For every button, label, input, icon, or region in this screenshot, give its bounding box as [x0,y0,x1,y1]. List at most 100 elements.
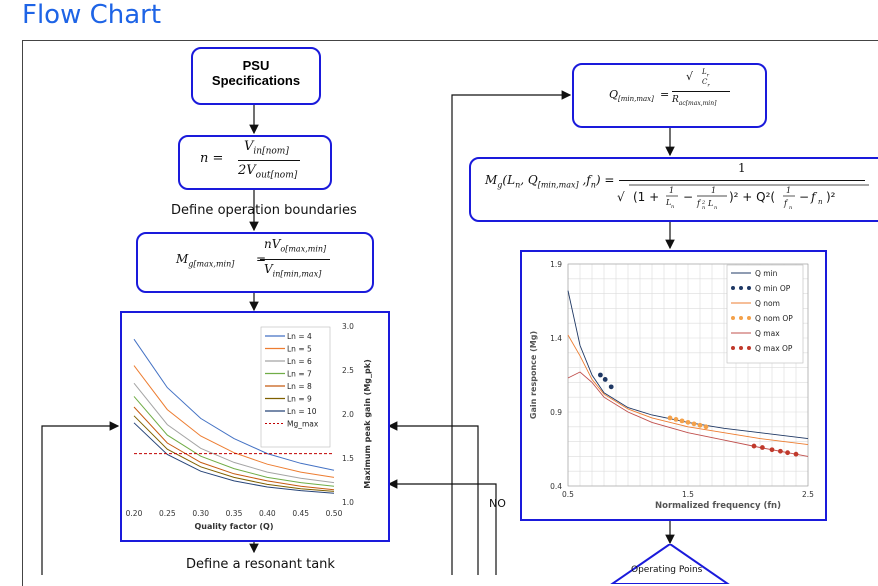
x-tick-label: 2.5 [802,490,814,499]
svg-text:√: √ [617,190,625,204]
x-axis-label: Quality factor (Q) [195,522,274,531]
q-formula-eq: = [660,88,670,101]
legend-swatch [747,286,751,290]
series-point-4 [691,421,697,427]
svg-text:2: 2 [701,200,705,206]
series-point-4 [685,419,691,425]
q-num-c-sub: r [707,82,710,89]
x-tick-label: 0.25 [159,509,176,518]
y-tick-label: 1.9 [550,260,562,269]
legend-swatch [739,346,743,350]
svg-text:−: − [799,190,809,204]
diagram-frame [22,40,878,586]
legend-swatch [731,316,735,320]
gain-formula-num: 1 [738,161,746,175]
svg-text:n: n [671,204,674,210]
legend-swatch [739,316,743,320]
y-tick-label: 0.4 [550,482,562,491]
series-point-6 [751,443,757,449]
series-line-7 [133,422,335,494]
mg-formula-lhs: Mg[max,min] [176,252,234,268]
page-title: Flow Chart [22,0,162,30]
mg-lhs-sub: g[max,min] [188,259,235,269]
legend-box [260,326,331,448]
n-den-sub: out[nom] [255,170,298,181]
svg-text:(1 +: (1 + [633,190,659,204]
y-tick-label: 3.0 [342,322,354,331]
gain-arg-q-sub: [min,max] [537,180,579,190]
y-tick-label: 1.5 [342,454,354,463]
q-formula-den: Rac[max,min] [672,95,716,107]
mg-den-sub: in[min,max] [272,269,322,279]
peak-gain-chart: 0.20 0.25 0.30 0.35 0.40 0.45 0.50 1.0 1.5 2.0 2.5… [126,322,372,531]
q-fraction-bar [672,91,730,92]
peak-gain-chart-frame [120,311,390,542]
turns-ratio-box: n = Vin[nom] 2Vout[nom] [178,135,332,190]
gain-function-box: Mg(Ln, Q[min,max] ,fn) = 1 √ (1 + 1 L n … [469,157,878,222]
series-point-4 [673,417,679,422]
gain-formula-lhs: Mg(Ln, Q[min,max] ,fn) = [485,173,614,189]
legend-label: Mg_max [287,420,319,429]
legend-label: Q min [755,269,778,278]
gain-lhs-m: M [485,173,498,187]
y-tick-label: 2.0 [342,410,354,419]
y-tick-label: 1.4 [550,334,562,343]
svg-text:n: n [702,205,705,211]
n-fraction-bar [238,160,300,161]
gain-arg-f: ,f [578,173,591,187]
mg-lhs-m: M [176,252,189,266]
gain-range-box: Mg[max,min] = nVo[max,min] Vin[min,max] [136,232,374,293]
x-tick-label: 0.35 [226,509,243,518]
series-point-6 [785,450,790,456]
q-formula-num-top: Lr [702,68,709,78]
q-den-r: R [672,95,679,105]
legend-label: Q min OP [755,284,791,293]
x-tick-label: 0.40 [259,509,276,518]
plot-area [567,263,809,487]
q-num-c: C [702,78,708,86]
arrow-right-loop [387,479,497,575]
arrow-loop-to-q [451,90,572,575]
series-line-5 [567,371,809,457]
operating-points-label: Operating Poins [631,565,703,575]
mg-formula-den: Vin[min,max] [264,262,321,278]
y-tick-label: 2.5 [342,366,354,375]
series-line-1 [567,290,809,440]
legend-label: Ln = 8 [287,382,312,391]
series-point-6 [778,448,783,454]
legend-label: Q nom OP [755,314,793,323]
q-den-sub: ac[max,min] [678,99,717,107]
gain-lhs-sub: g [497,180,503,190]
legend-label: Q max OP [755,344,793,353]
series-point-4 [703,424,709,430]
x-tick-label: 0.30 [192,509,209,518]
series-point-2 [598,372,603,378]
legend-label: Ln = 4 [287,332,312,341]
gain-response-chart-frame [520,250,827,521]
operating-points-decision [610,544,730,584]
define-tank-label: Define a resonant tank [186,557,335,572]
y-axis-label: Gain responce (Mg) [529,331,538,419]
series-line-3 [567,334,809,446]
series-point-2 [608,384,614,390]
svg-text:n: n [789,205,792,211]
q-formula-num-bot: Cr [702,78,710,88]
svg-text:1: 1 [786,186,791,195]
q-num-l: L [702,68,707,76]
n-den-v: 2V [238,163,256,178]
series-point-4 [667,415,673,421]
svg-text:−: − [683,190,693,204]
psu-label-line2: Specifications [211,73,301,88]
series-line-2 [133,365,335,478]
legend-label: Q nom [755,299,780,308]
svg-text:1: 1 [711,186,716,195]
series-point-4 [679,418,685,424]
series-line-5 [133,406,335,491]
svg-text:1: 1 [669,186,674,195]
y-tick-label: 1.0 [342,498,354,507]
mg-num-sub: o[max,min] [280,244,327,254]
series-line-6 [133,415,335,492]
legend-swatch [731,286,735,290]
legend-label: Ln = 6 [287,357,312,366]
